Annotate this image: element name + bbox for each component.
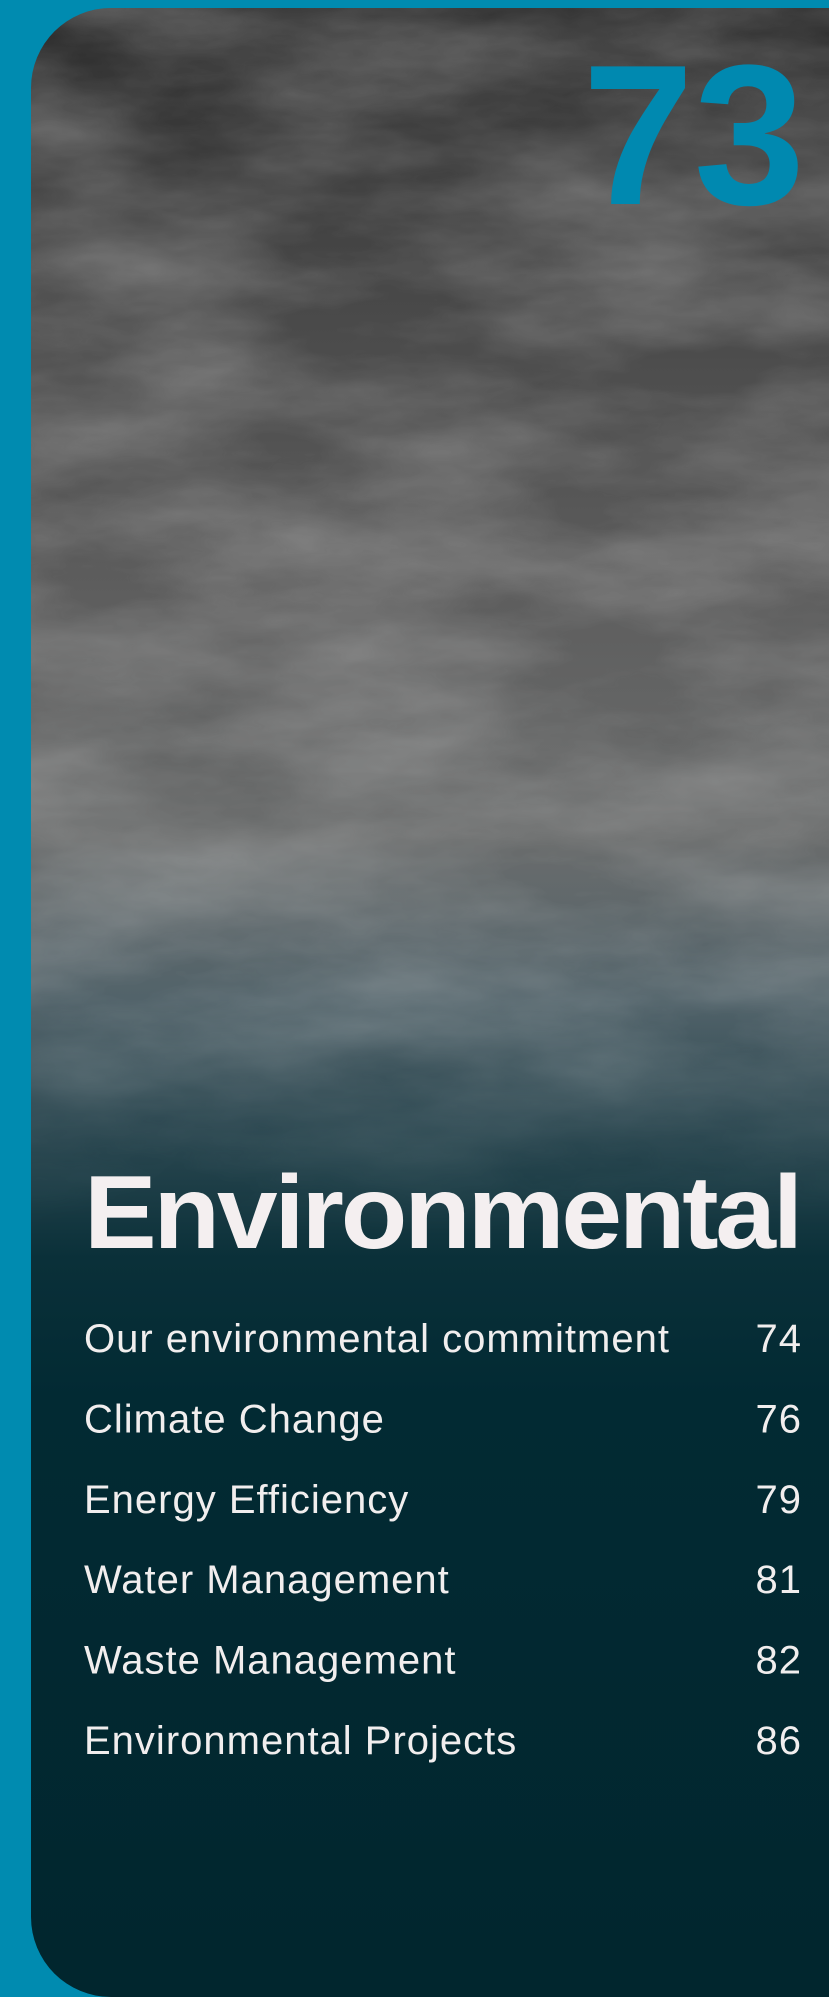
- entry-page: 81: [756, 1558, 803, 1602]
- entry-label: Climate Change: [84, 1397, 385, 1441]
- page: 73 Environmental Our environmental commi…: [0, 0, 829, 1997]
- entry-label: Water Management: [84, 1558, 450, 1602]
- page-number: 73: [583, 24, 805, 247]
- entry-label: Energy Efficiency: [84, 1478, 409, 1522]
- entry-label: Waste Management: [84, 1639, 456, 1683]
- entry-page: 76: [756, 1397, 803, 1441]
- entry-page: 79: [756, 1478, 803, 1522]
- entry-label: Our environmental commitment: [84, 1317, 670, 1361]
- entry-page: 74: [756, 1317, 803, 1361]
- entry-page: 82: [756, 1639, 803, 1683]
- section-title: Environmental: [84, 1155, 800, 1271]
- entry-label: Environmental Projects: [84, 1719, 517, 1763]
- entry-page: 86: [756, 1719, 803, 1763]
- cloud-texture: [0, 0, 829, 1997]
- card: [0, 0, 829, 1997]
